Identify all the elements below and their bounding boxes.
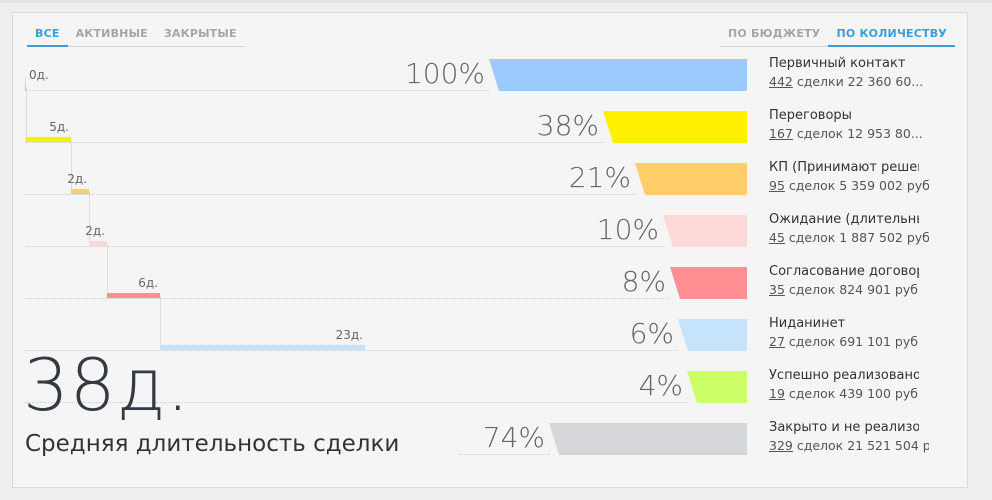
stage-percent: 10% (596, 213, 659, 246)
stage-deal-count-link[interactable]: 35 (769, 282, 785, 297)
stage-percent: 6% (629, 317, 674, 350)
stage-summary: 329 сделок 21 521 504 руб (769, 438, 929, 453)
duration-segment (71, 189, 89, 194)
stage-deal-count-link[interactable]: 95 (769, 178, 785, 193)
row-guide-line (25, 298, 670, 299)
stage-deal-amount: сделок 1 887 502 руб (784, 230, 929, 245)
stage-name: Согласование договора (769, 264, 919, 279)
stage-name: Успешно реализовано (769, 368, 919, 383)
stage-deal-amount: сделок 5 359 002 руб (784, 178, 929, 193)
stage-deal-count-link[interactable]: 442 (769, 74, 793, 89)
stage-percent: 38% (536, 109, 599, 142)
stage-info-block: КП (Принимают решение) 95 сделок 5 359 00… (769, 160, 929, 193)
stage-info-block: Ожидание (длительные) 45 сделок 1 887 502… (769, 212, 929, 245)
stage-summary: 95 сделок 5 359 002 руб (769, 178, 929, 193)
stage-deal-count-link[interactable]: 167 (769, 126, 793, 141)
tab-closed[interactable]: ЗАКРЫТЫЕ (155, 25, 245, 47)
stage-deal-count-link[interactable]: 27 (769, 334, 785, 349)
stage-info-block: Согласование договора 35 сделок 824 901 р… (769, 264, 929, 297)
funnel-bar (489, 59, 747, 91)
stage-info-block: Успешно реализовано 19 сделок 439 100 руб (769, 368, 929, 401)
average-duration-value: 38д. (23, 343, 191, 427)
stage-percent: 74% (482, 421, 545, 454)
funnel-panel: ВСЕ АКТИВНЫЕ ЗАКРЫТЫЕ ПО БЮДЖЕТУ ПО КОЛИ… (12, 12, 968, 488)
stage-summary: 27 сделок 691 101 руб (769, 334, 929, 349)
timeline-connector (160, 296, 161, 348)
duration-label: 6д. (138, 276, 158, 290)
stage-percent: 21% (568, 161, 631, 194)
tab-by-budget[interactable]: ПО БЮДЖЕТУ (720, 25, 829, 47)
timeline-connector (71, 140, 72, 192)
funnel-bar (549, 423, 747, 455)
funnel-bar (687, 371, 747, 403)
stage-percent: 8% (621, 265, 666, 298)
timeline-connector (107, 244, 108, 296)
row-guide-line (25, 194, 635, 195)
stage-info-block: Переговоры 167 сделок 12 953 80... (769, 108, 929, 141)
stage-info-block: Нидaнинет 27 сделок 691 101 руб (769, 316, 929, 349)
tab-active[interactable]: АКТИВНЫЕ (67, 25, 156, 47)
average-duration-caption: Средняя длительность сделки (25, 431, 400, 457)
funnel-bar (663, 215, 747, 247)
stage-deal-amount: сделок 21 521 504 руб (796, 438, 929, 453)
stage-name: Закрыто и не реализовано (769, 420, 919, 435)
stage-percent: 100% (404, 57, 485, 90)
mode-tabs: ПО БЮДЖЕТУ ПО КОЛИЧЕСТВУ (720, 25, 955, 47)
stage-deal-count-link[interactable]: 19 (769, 386, 785, 401)
stage-info-block: Закрыто и не реализовано 329 сделок 21 52… (769, 420, 929, 453)
row-guide-line (25, 90, 489, 91)
stage-summary: 35 сделок 824 901 руб (769, 282, 929, 297)
row-guide-line (25, 350, 678, 351)
stage-summary: 45 сделок 1 887 502 руб (769, 230, 929, 245)
funnel-bar (670, 267, 747, 299)
stage-deal-amount: сделок 824 901 руб (784, 282, 918, 297)
stage-percent: 4% (638, 369, 683, 402)
top-divider (0, 0, 992, 3)
funnel-bar (635, 163, 747, 195)
duration-segment (25, 85, 26, 90)
row-guide-line (459, 454, 549, 455)
stage-name: Переговоры (769, 108, 852, 123)
tab-by-count[interactable]: ПО КОЛИЧЕСТВУ (828, 25, 955, 47)
stage-deal-amount: сделок 691 101 руб (784, 334, 918, 349)
duration-segment (89, 241, 107, 246)
stage-summary: 167 сделок 12 953 80... (769, 126, 929, 141)
stage-name: Ожидание (длительные) (769, 212, 919, 227)
row-guide-line (25, 142, 603, 143)
duration-label: 5д. (49, 120, 69, 134)
stage-name: КП (Принимают решение) (769, 160, 919, 175)
stage-info-block: Первичный контакт 442 сделки 22 360 60... (769, 56, 929, 89)
stage-deal-amount: сделок 12 953 80... (792, 126, 923, 141)
duration-segment (107, 293, 160, 298)
duration-label: 2д. (67, 172, 87, 186)
stage-deal-amount: сделки 22 360 60... (792, 74, 924, 89)
duration-segment (26, 137, 71, 142)
duration-label: 2д. (85, 224, 105, 238)
timeline-connector (89, 192, 90, 244)
stage-deal-count-link[interactable]: 329 (769, 438, 793, 453)
duration-label: 23д. (335, 328, 363, 342)
duration-label: 0д. (29, 68, 49, 82)
stage-name: Нидaнинет (769, 316, 846, 331)
timeline-connector (25, 77, 26, 85)
status-tabs: ВСЕ АКТИВНЫЕ ЗАКРЫТЫЕ (27, 25, 245, 47)
row-guide-line (25, 402, 687, 403)
stage-summary: 442 сделки 22 360 60... (769, 74, 929, 89)
stage-deal-amount: сделок 439 100 руб (784, 386, 918, 401)
duration-segment (160, 345, 365, 350)
row-guide-line (25, 246, 663, 247)
stage-deal-count-link[interactable]: 45 (769, 230, 785, 245)
stage-summary: 19 сделок 439 100 руб (769, 386, 929, 401)
stage-name: Первичный контакт (769, 56, 906, 71)
funnel-bar (678, 319, 747, 351)
funnel-bar (603, 111, 747, 143)
tab-all[interactable]: ВСЕ (27, 25, 68, 47)
timeline-connector (26, 88, 27, 140)
